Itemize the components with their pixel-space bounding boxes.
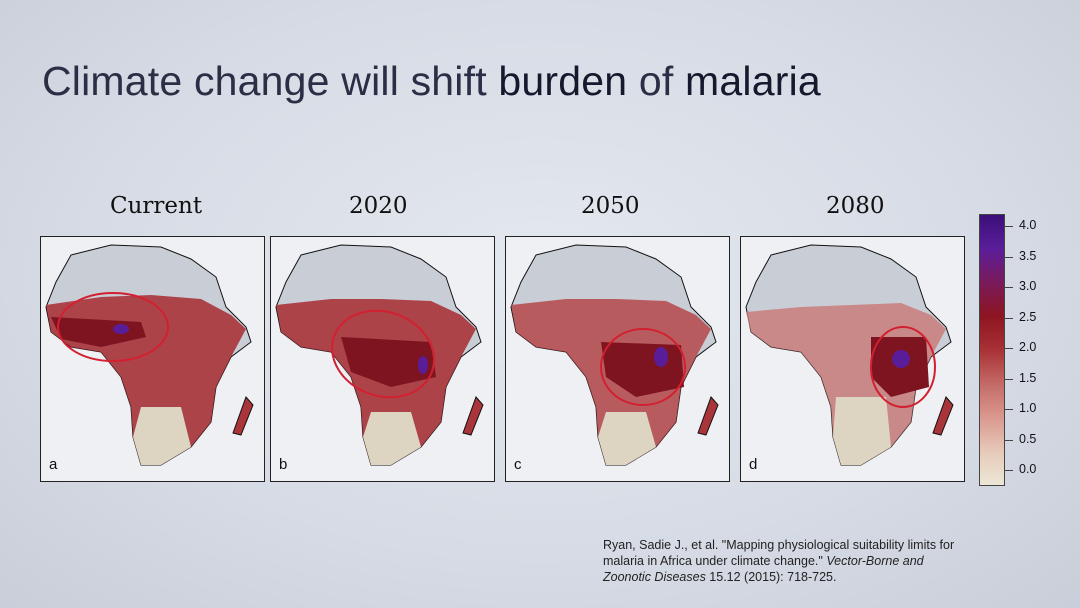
legend-tick-label: 1.0 <box>1019 401 1037 415</box>
legend-tick-mark <box>1005 439 1013 441</box>
legend-tick-mark <box>1005 348 1013 349</box>
legend-tick-label: 3.5 <box>1019 248 1037 263</box>
legend-tick-label: 2.0 <box>1019 340 1037 354</box>
legend-tick-label: 0.0 <box>1019 462 1037 476</box>
legend-tick-mark <box>1005 378 1013 380</box>
panel-letter-a: a <box>49 456 58 473</box>
title-bold-malaria: malaria <box>685 58 821 104</box>
legend-tick-mark <box>1005 287 1013 288</box>
panel-letter-d: d <box>749 456 758 473</box>
legend-tick-mark <box>1005 409 1013 410</box>
panel-letter-b: b <box>279 456 288 473</box>
map-panel-2020: b <box>270 236 495 482</box>
africa-map-2050 <box>510 244 719 466</box>
legend-tick-mark <box>1005 256 1013 258</box>
title-bold-burden: burden <box>498 58 628 104</box>
legend-tick-label: 3.0 <box>1019 279 1037 293</box>
citation-tail: 15.12 (2015): 718-725. <box>705 570 837 584</box>
title-text-2: of <box>627 58 686 104</box>
citation-journal-b: Zoonotic Diseases <box>603 570 706 584</box>
citation-line-2: malaria in Africa under climate change." <box>603 554 827 568</box>
legend-tick-mark <box>1005 226 1013 227</box>
map-label-2080: 2080 <box>826 193 885 219</box>
legend-tick-label: 0.5 <box>1019 431 1037 446</box>
panel-letter-c: c <box>514 456 522 473</box>
africa-map-current <box>45 244 254 466</box>
map-label-current: Current <box>110 193 203 219</box>
legend-tick-label: 2.5 <box>1019 309 1037 324</box>
legend-tick-label: 4.0 <box>1019 218 1037 232</box>
map-label-2050: 2050 <box>581 193 640 219</box>
legend-colorbar <box>979 214 1005 486</box>
citation-journal-a: Vector-Borne and <box>826 554 924 568</box>
map-panel-2050: c <box>505 236 730 482</box>
citation: Ryan, Sadie J., et al. "Mapping physiolo… <box>603 537 1023 585</box>
map-panel-2080: d <box>740 236 965 482</box>
citation-line-1: Ryan, Sadie J., et al. "Mapping physiolo… <box>603 538 955 552</box>
africa-map-2080 <box>745 244 954 466</box>
map-label-2020: 2020 <box>349 193 408 219</box>
title-text-1: Climate change will shift <box>42 58 499 104</box>
legend-tick-label: 1.5 <box>1019 370 1037 385</box>
legend-tick-mark <box>1005 317 1013 319</box>
map-panel-current: a <box>40 236 265 482</box>
africa-map-2020 <box>275 244 484 466</box>
slide-title: Climate change will shift burden of mala… <box>42 58 821 105</box>
legend-tick-mark <box>1005 470 1013 471</box>
